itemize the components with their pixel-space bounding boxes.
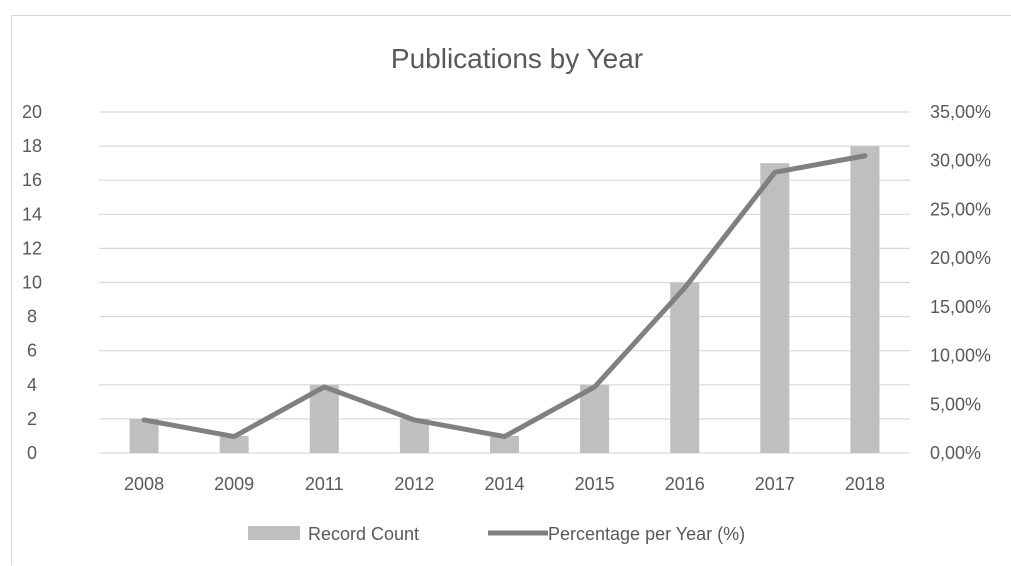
chart-title: Publications by Year (391, 43, 643, 74)
bar-record-count (850, 146, 879, 453)
bar-series (130, 146, 880, 453)
y-left-tick-label: 2 (27, 409, 37, 429)
legend: Record Count Percentage per Year (%) (248, 524, 745, 544)
y-left-tick-label: 10 (22, 273, 42, 293)
x-tick-label: 2014 (484, 474, 524, 494)
y-right-tick-label: 0,00% (930, 443, 981, 463)
line-series (144, 156, 865, 437)
y-left-tick-label: 16 (22, 170, 42, 190)
legend-swatch-record-count (248, 526, 300, 540)
y-left-tick-label: 4 (27, 375, 37, 395)
y-right-tick-label: 20,00% (930, 248, 991, 268)
x-tick-label: 2011 (305, 474, 344, 494)
chart-frame: Publications by Year 0 2 4 6 8 10 12 14 16 18 20 0,… (11, 15, 1011, 565)
y-left-tick-label: 18 (22, 136, 42, 156)
x-tick-label: 2009 (214, 474, 254, 494)
y-left-tick-label: 0 (27, 443, 37, 463)
y-right-tick-label: 35,00% (930, 102, 991, 122)
x-tick-label: 2012 (394, 474, 434, 494)
y-right-tick-label: 30,00% (930, 151, 991, 171)
bar-record-count (670, 283, 699, 454)
y-left-tick-label: 12 (22, 238, 42, 258)
y-right-tick-label: 15,00% (930, 297, 991, 317)
x-tick-label: 2008 (124, 474, 164, 494)
x-tick-label: 2016 (665, 474, 705, 494)
y-right-tick-label: 25,00% (930, 199, 991, 219)
x-tick-label: 2017 (755, 474, 795, 494)
x-tick-label: 2018 (845, 474, 885, 494)
y-left-tick-label: 20 (22, 102, 42, 122)
bar-record-count (760, 163, 789, 453)
y-left-tick-label: 6 (27, 341, 37, 361)
x-tick-label: 2015 (575, 474, 615, 494)
line-percentage-per-year (144, 156, 865, 437)
publications-chart: Publications by Year 0 2 4 6 8 10 12 14 16 18 20 0,… (12, 16, 1011, 566)
y-left-tick-label: 14 (22, 204, 42, 224)
legend-label-record-count: Record Count (308, 524, 419, 544)
legend-label-percentage: Percentage per Year (%) (548, 524, 745, 544)
y-right-tick-label: 5,00% (930, 394, 981, 414)
y-left-tick-label: 8 (27, 307, 37, 327)
y-right-tick-label: 10,00% (930, 346, 991, 366)
